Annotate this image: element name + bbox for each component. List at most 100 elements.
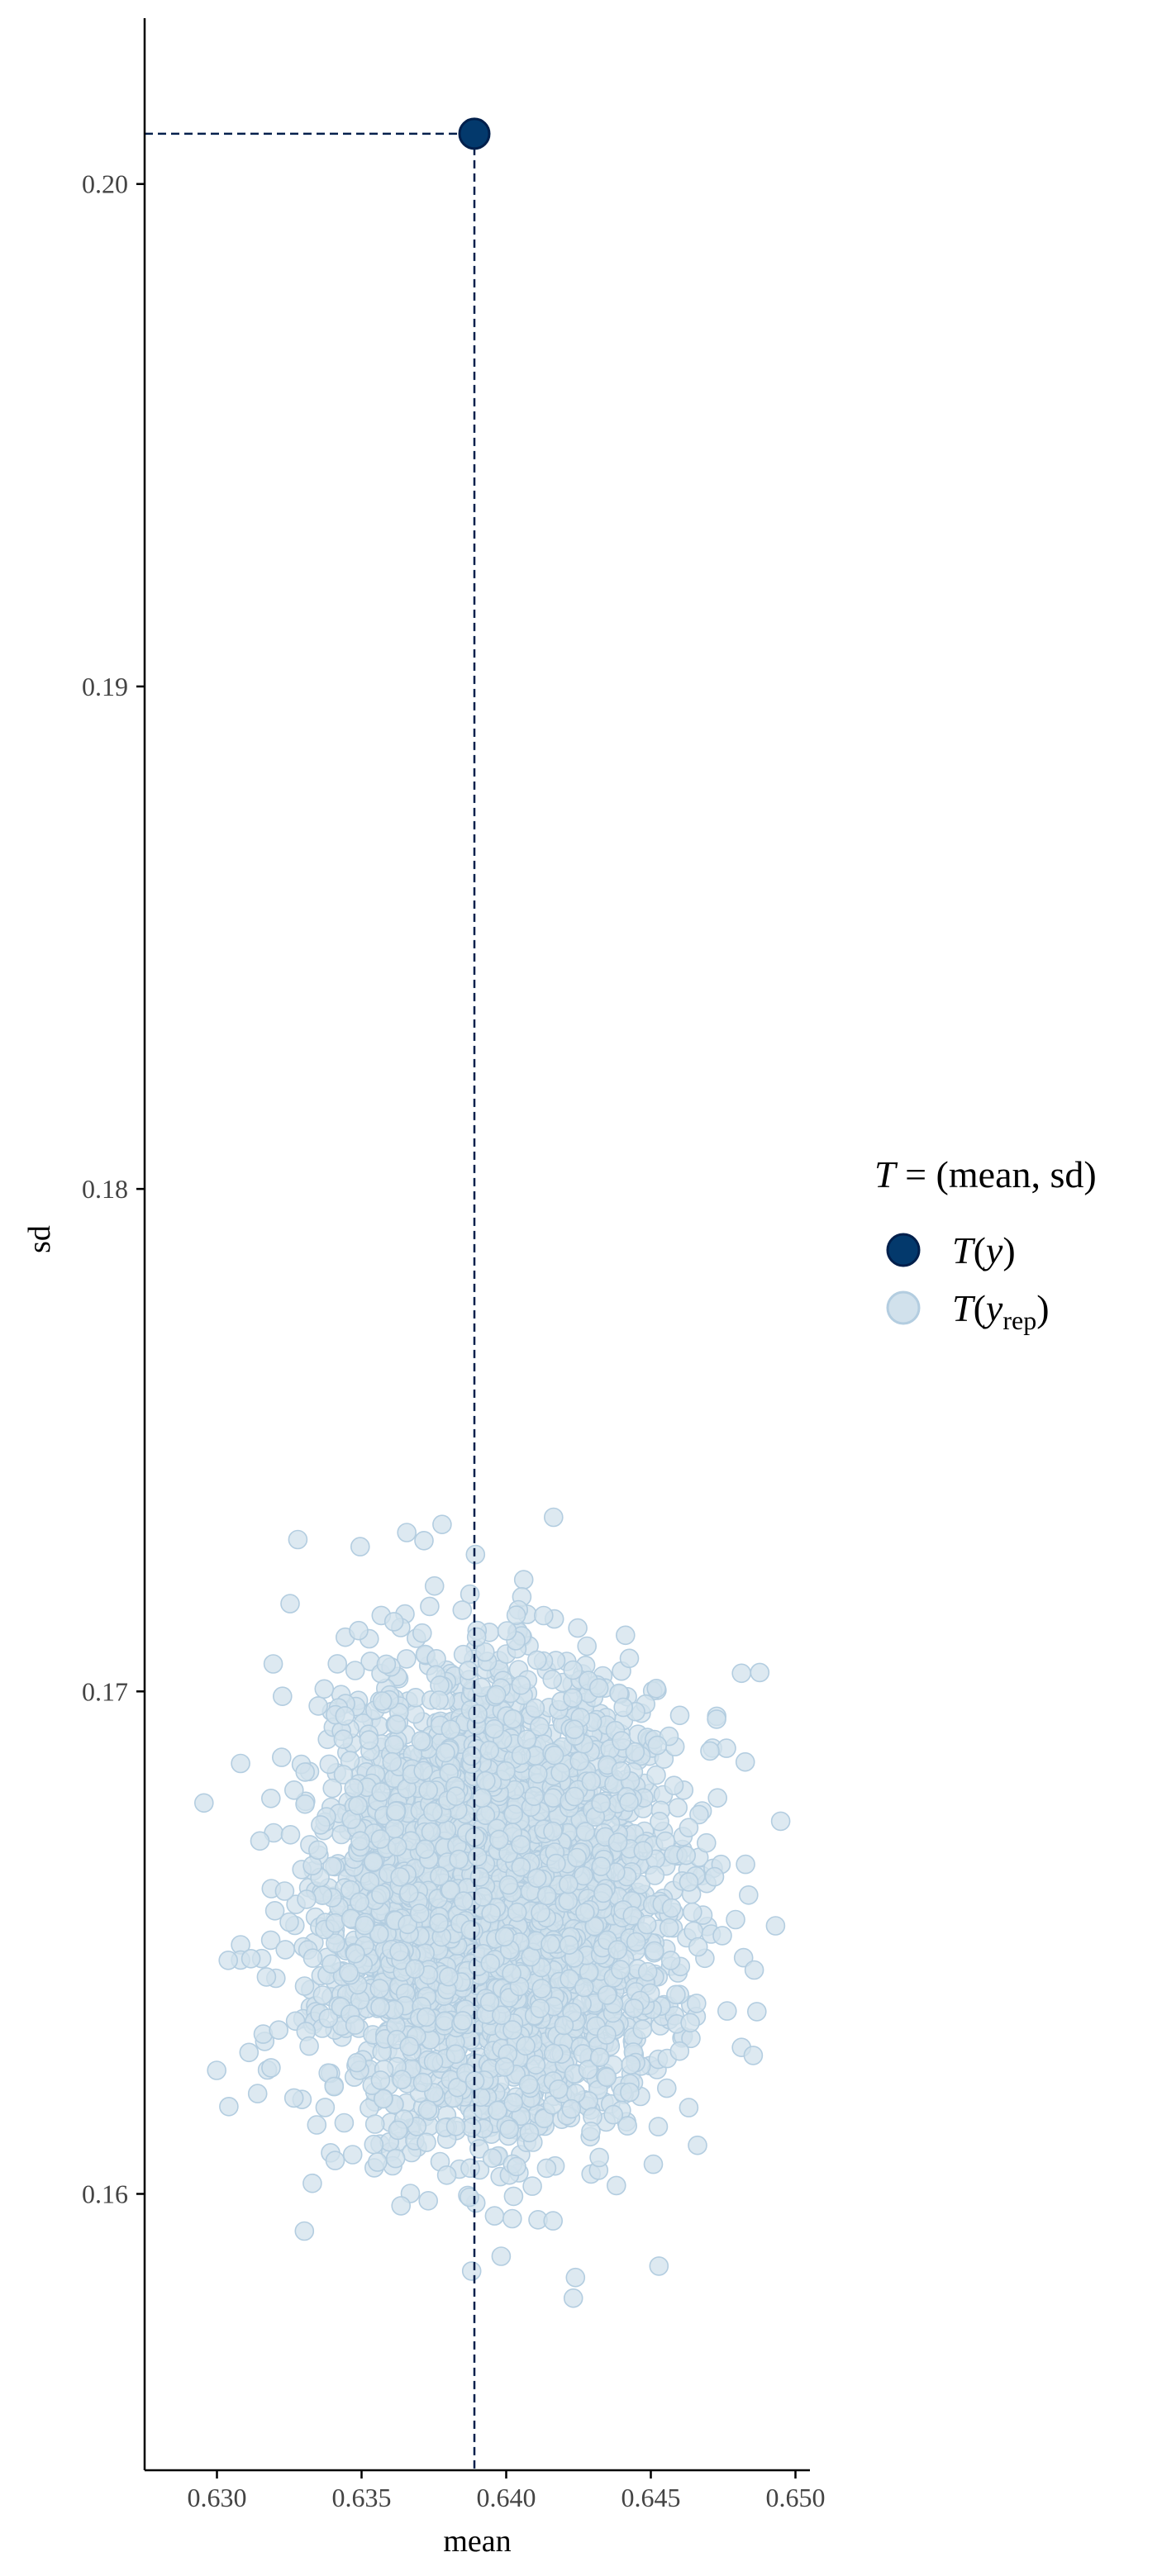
replicated-point: [593, 1883, 613, 1903]
replicated-point: [621, 2055, 641, 2075]
legend-key-observed: [886, 1233, 921, 1267]
replicated-point: [491, 2246, 512, 2266]
replicated-point: [513, 1570, 534, 1590]
replicated-point: [494, 2057, 515, 2077]
replicated-point: [770, 1811, 791, 1832]
replicated-point: [664, 1775, 684, 1795]
replicated-point: [371, 1782, 392, 1802]
replicated-point: [563, 2288, 583, 2308]
replicated-point: [700, 1741, 720, 1761]
replicated-point: [746, 2002, 767, 2022]
replicated-point: [370, 1829, 391, 1849]
replicated-point: [218, 1951, 239, 1970]
replicated-point: [669, 1705, 690, 1726]
replicated-point: [541, 1934, 560, 1954]
replicated-point: [355, 1915, 374, 1936]
replicated-point: [563, 1660, 583, 1680]
replicated-point: [578, 2060, 598, 2079]
replicated-point: [398, 1914, 417, 1935]
replicated-point: [503, 2093, 524, 2113]
replicated-point: [441, 1719, 461, 1740]
legend: T = (mean, sd) T(y) T(yrep): [874, 1153, 1097, 1335]
replicated-point: [391, 2196, 412, 2216]
replicated-point: [689, 1804, 709, 1825]
replicated-point: [486, 1685, 507, 1705]
replicated-point: [344, 1778, 364, 1798]
replicated-point: [194, 1793, 214, 1813]
replicated-point: [279, 1912, 299, 1932]
replicated-point: [564, 1786, 585, 1807]
replicated-point: [496, 1761, 516, 1781]
replicated-point: [597, 1985, 617, 2005]
replicated-point: [656, 2078, 677, 2098]
replicated-point: [294, 1976, 315, 1996]
replicated-point: [750, 1662, 770, 1683]
replicated-point: [302, 2173, 322, 2193]
replicated-point: [435, 2011, 455, 2031]
replicated-point: [468, 1704, 488, 1724]
replicated-point: [385, 2148, 406, 2169]
replicated-point: [359, 1730, 379, 1750]
replicated-point: [668, 1798, 688, 1818]
replicated-point: [659, 1918, 679, 1938]
replicated-point: [417, 2132, 436, 2152]
replicated-point: [472, 1788, 493, 1808]
replicated-point: [744, 1960, 764, 1980]
replicated-point: [326, 1933, 345, 1953]
replicated-point: [646, 1679, 667, 1699]
replicated-point: [461, 1746, 482, 1766]
replicated-point: [452, 1600, 473, 1620]
replicated-point: [607, 1940, 628, 1960]
replicated-point: [679, 1872, 699, 1892]
replicated-point: [421, 1822, 441, 1842]
replicated-point: [617, 2116, 638, 2136]
replicated-point: [584, 1916, 605, 1937]
replicated-point: [548, 2079, 569, 2099]
replicated-point: [511, 1675, 531, 1695]
replicated-point: [441, 1880, 461, 1900]
replicated-point: [311, 1815, 331, 1835]
replicated-point: [436, 1742, 455, 1763]
replicated-point: [625, 1742, 645, 1762]
replicated-point: [536, 2158, 557, 2179]
x-tick-label: 0.630: [188, 2483, 247, 2512]
replicated-point: [533, 1605, 554, 1626]
replicated-point: [682, 1902, 702, 1922]
replicated-point: [611, 1761, 631, 1781]
replicated-point: [666, 1984, 686, 2005]
reference-lines: [145, 132, 476, 2470]
replicated-point: [417, 2099, 438, 2120]
replicated-point: [503, 1804, 524, 1824]
replicated-point: [423, 2051, 444, 2072]
replicated-point: [295, 1794, 315, 1814]
replicated-point: [646, 1765, 666, 1785]
replicated-point: [479, 1992, 500, 2012]
replicated-point: [597, 2025, 617, 2045]
replicated-point: [696, 1832, 717, 1853]
replicated-point: [488, 1829, 509, 1850]
replicated-point: [507, 2156, 526, 2177]
replicated-point: [574, 1865, 593, 1886]
replicated-point: [643, 2154, 664, 2174]
x-tick-label: 0.640: [477, 2483, 536, 2512]
replicated-point: [479, 1740, 500, 1761]
replicated-point: [669, 2041, 690, 2061]
y-tick-label: 0.19: [82, 672, 128, 701]
replicated-point: [372, 1691, 393, 1711]
replicated-point: [424, 1576, 445, 1596]
replicated-point: [686, 1994, 707, 2013]
replicated-point: [543, 1507, 564, 1528]
replicated-point: [511, 1835, 531, 1855]
replicated-point: [239, 2042, 260, 2063]
legend-title: T = (mean, sd): [874, 1153, 1097, 1195]
replicated-point: [383, 1612, 404, 1632]
replicated-point: [250, 1831, 270, 1851]
replicated-point: [645, 1865, 665, 1885]
replicated-point: [707, 1788, 728, 1808]
replicated-point: [370, 1997, 390, 2018]
replicated-point: [559, 1935, 579, 1955]
replicated-point: [261, 2058, 281, 2078]
replicated-point: [345, 1661, 365, 1680]
replicated-point: [735, 1751, 755, 1772]
replicated-point: [733, 1947, 754, 1968]
